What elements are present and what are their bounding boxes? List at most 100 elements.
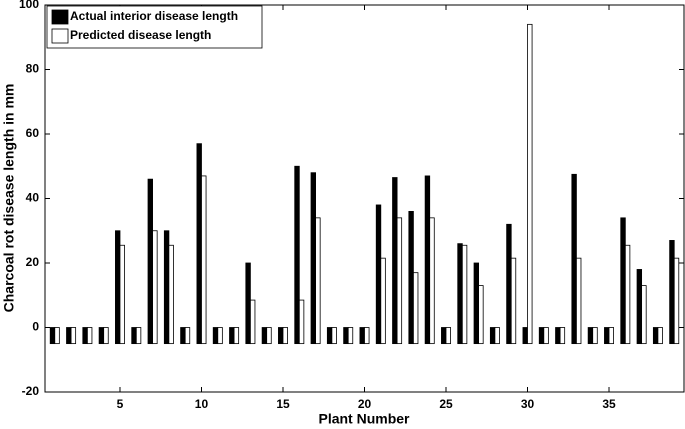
bar: [326, 327, 333, 345]
bar: [543, 327, 549, 345]
bar: [115, 230, 121, 345]
y-tick-label: 80: [26, 62, 40, 76]
bar: [233, 327, 240, 345]
bar: [49, 327, 56, 345]
y-tick-label: 0: [32, 320, 39, 334]
bar: [506, 223, 512, 345]
y-tick-label: 40: [26, 191, 40, 205]
bar: [559, 327, 566, 345]
bar: [347, 327, 354, 345]
bar: [375, 204, 382, 345]
bar: [522, 327, 528, 345]
bar: [66, 327, 72, 345]
bar: [510, 257, 517, 345]
bar: [624, 244, 631, 345]
bar: [131, 327, 137, 345]
bar: [429, 217, 435, 345]
y-axis-title: Charcoal rot disease length in mm: [1, 84, 17, 313]
bar: [343, 327, 349, 345]
bar: [413, 272, 419, 345]
y-tick-label: 20: [26, 255, 40, 269]
bar: [380, 257, 386, 345]
bar: [445, 327, 451, 345]
bar: [473, 262, 480, 345]
bar: [103, 327, 109, 345]
bar: [555, 327, 561, 345]
bar: [54, 327, 60, 345]
bar: [331, 327, 337, 345]
bar: [424, 175, 431, 345]
bar: [249, 299, 256, 345]
x-tick-label: 25: [439, 397, 453, 411]
bar: [135, 327, 142, 345]
x-tick-label: 30: [521, 397, 535, 411]
bar: [641, 285, 647, 345]
bar: [652, 327, 659, 345]
legend-swatch: [51, 9, 69, 25]
bar: [163, 230, 170, 345]
bar: [494, 327, 500, 345]
bar: [441, 327, 447, 345]
bar: [457, 243, 463, 345]
bar: [478, 285, 484, 345]
bar: [168, 244, 174, 345]
bar: [636, 269, 643, 345]
bar: [461, 244, 468, 345]
bar: [315, 217, 321, 345]
bar: [408, 210, 414, 345]
bar: [119, 244, 125, 345]
bar: [201, 175, 207, 345]
bar: [587, 327, 594, 345]
bar: [592, 327, 598, 345]
bar: [212, 327, 219, 345]
legend-label: Predicted disease length: [70, 28, 211, 42]
bar: [576, 257, 582, 345]
bar: [608, 327, 614, 345]
bar: [571, 173, 577, 345]
bar: [152, 230, 158, 345]
x-axis-title: Plant Number: [318, 411, 410, 427]
bar: [657, 327, 663, 345]
bar: [266, 327, 272, 345]
bar: [604, 327, 610, 345]
bar: [245, 262, 251, 345]
bar: [673, 257, 680, 345]
bar: [310, 172, 316, 345]
bar: [359, 327, 365, 345]
bar: [278, 327, 284, 345]
y-tick-label: 60: [26, 126, 40, 140]
bar: [70, 327, 77, 345]
x-tick-label: 5: [117, 397, 124, 411]
bar: [180, 327, 186, 345]
bar: [527, 23, 533, 345]
bar: [396, 217, 403, 345]
bar: [282, 327, 288, 345]
x-tick-label: 35: [602, 397, 616, 411]
bar: [620, 217, 626, 345]
bar: [147, 178, 153, 345]
bar: [392, 177, 398, 345]
bar: [229, 327, 235, 345]
bar: [82, 327, 88, 345]
bar: [98, 327, 105, 345]
legend-box: [46, 5, 263, 49]
x-tick-label: 20: [358, 397, 372, 411]
x-tick-label: 15: [276, 397, 290, 411]
x-tick-label: 10: [195, 397, 209, 411]
bar: [196, 143, 202, 345]
bar: [261, 327, 268, 345]
legend-swatch: [51, 28, 69, 44]
y-tick-label: -20: [22, 384, 40, 398]
bar: [298, 299, 305, 345]
legend-label: Actual interior disease length: [70, 9, 238, 23]
bar: [669, 240, 675, 345]
bar: [184, 327, 191, 345]
bar: [217, 327, 223, 345]
bar: [294, 165, 300, 345]
bar: [86, 327, 93, 345]
y-tick-label: 100: [19, 0, 39, 11]
bar: [364, 327, 370, 345]
bar: [538, 327, 545, 345]
bar: [489, 327, 496, 345]
